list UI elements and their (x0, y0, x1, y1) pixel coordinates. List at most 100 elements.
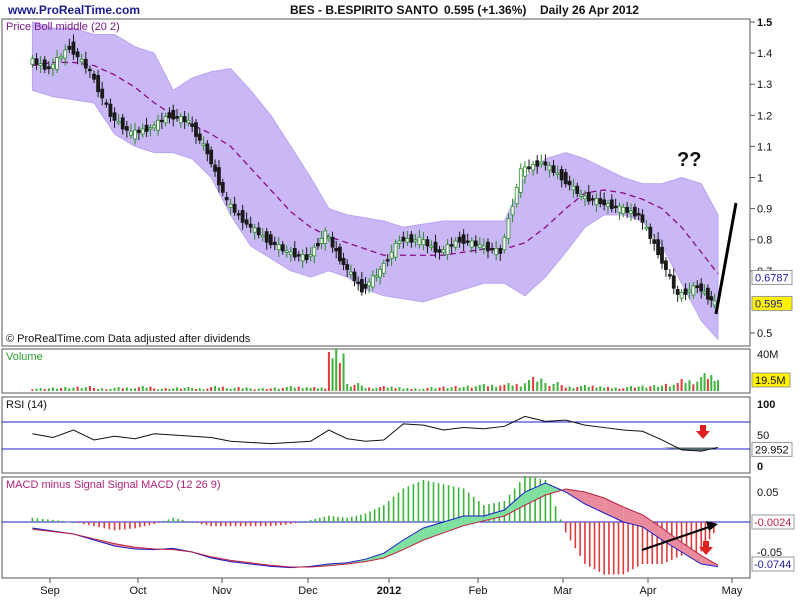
macd-panel-label: MACD minus Signal Signal MACD (12 26 9) (6, 479, 221, 491)
price-candle-body (284, 250, 289, 253)
macd-fill-segment (623, 507, 643, 527)
volume-bar (641, 385, 644, 391)
macd-histogram-bar (392, 496, 395, 522)
date-tick-label: Nov (212, 585, 232, 597)
price-candle-body (120, 117, 125, 130)
macd-histogram-bar (244, 522, 247, 527)
price-candle-body (359, 279, 364, 293)
volume-bar (536, 381, 539, 391)
price-candle-body (613, 205, 618, 209)
macd-histogram-bar (579, 522, 581, 557)
volume-bar (289, 385, 292, 391)
macd-histogram-bar (378, 507, 381, 522)
price-candle-body (337, 246, 342, 262)
volume-bar (97, 388, 100, 391)
price-candle-body (706, 287, 710, 300)
macd-histogram-bar (462, 488, 465, 522)
macd-histogram-bar (584, 522, 586, 564)
price-candle-body (675, 289, 680, 295)
macd-histogram-bar (200, 522, 203, 525)
price-tick-label: 0.8 (757, 235, 772, 247)
volume-bar (293, 387, 296, 391)
volume-bar (622, 388, 625, 391)
price-candle-body (220, 182, 225, 193)
price-candle-body (522, 166, 527, 177)
price-candle-body (609, 199, 614, 209)
volume-bar (60, 387, 63, 391)
volume-bar (633, 387, 636, 391)
date-tick-label: Dec (298, 585, 318, 597)
chart-period: Daily 26 Apr 2012 (540, 3, 639, 17)
volume-bar (237, 386, 240, 391)
volume-bar (386, 387, 389, 391)
macd-histogram-bar (483, 505, 485, 522)
price-candle-body (341, 257, 346, 265)
price-candle-body (248, 223, 253, 228)
volume-bar (462, 386, 465, 391)
macd-histogram-bar (593, 522, 596, 570)
macd-fill-segment (642, 514, 662, 540)
volume-bar (626, 387, 629, 391)
macd-histogram-bar (412, 484, 415, 522)
volume-bar (164, 387, 167, 391)
macd-badge-label: -0.0024 (754, 517, 791, 529)
price-candle-body (453, 240, 458, 248)
price-candle-body (319, 238, 324, 244)
macd-histogram-bar (328, 515, 330, 522)
price-candle-body (370, 275, 375, 288)
price-candle-body (547, 165, 552, 171)
price-candle-body (494, 248, 499, 256)
volume-panel[interactable] (1, 348, 751, 394)
macd-fill-segment (681, 542, 702, 564)
site-url[interactable]: www.ProRealTime.com (7, 3, 140, 17)
macd-histogram-bar (700, 522, 702, 552)
volume-bar (422, 388, 425, 391)
volume-bar (606, 386, 609, 391)
macd-histogram-bar (612, 522, 615, 575)
price-candle-body (527, 166, 531, 170)
price-candle-body (559, 169, 564, 181)
price-candle-body (551, 165, 556, 173)
macd-histogram-bar (467, 492, 470, 522)
price-candle-body (232, 203, 237, 213)
volume-bar (56, 388, 59, 391)
price-candle-body (124, 126, 129, 131)
price-candle-body (92, 73, 96, 80)
volume-bar (157, 389, 160, 391)
macd-histogram-bar (124, 522, 126, 530)
volume-bar (645, 387, 648, 391)
macd-histogram-bar (158, 522, 160, 523)
bollinger-middle-line (32, 61, 719, 275)
price-candle-body (87, 68, 92, 72)
price-candle-body (441, 249, 446, 253)
macd-histogram-bar (337, 516, 339, 522)
macd-histogram-bar (622, 522, 625, 575)
macd-arrowhead-icon (706, 521, 718, 531)
rsi-panel[interactable] (1, 396, 751, 474)
macd-histogram-bar (488, 504, 490, 522)
macd-histogram-bar (304, 520, 307, 522)
price-candle-body (374, 275, 379, 278)
macd-fill-segment (443, 516, 464, 533)
volume-bar (572, 388, 575, 391)
volume-bar (253, 389, 256, 391)
price-candle-body (571, 185, 576, 191)
volume-bar (137, 387, 140, 391)
volume-bar (194, 388, 197, 391)
price-candle-body (640, 214, 645, 223)
volume-bar (703, 372, 706, 391)
volume-bar (438, 387, 441, 391)
price-candle-body (617, 205, 622, 213)
volume-panel-label: Volume (6, 351, 43, 363)
volume-bar (523, 383, 526, 391)
macd-histogram-bar (355, 515, 358, 522)
price-candle-body (175, 116, 179, 119)
macd-histogram-bar (259, 522, 262, 527)
price-candle-body (42, 59, 47, 70)
volume-bar (257, 388, 260, 391)
macd-tick-label: 0.05 (757, 487, 778, 499)
volume-bar (172, 388, 175, 391)
macd-panel[interactable] (1, 476, 751, 579)
volume-bar (556, 381, 559, 391)
